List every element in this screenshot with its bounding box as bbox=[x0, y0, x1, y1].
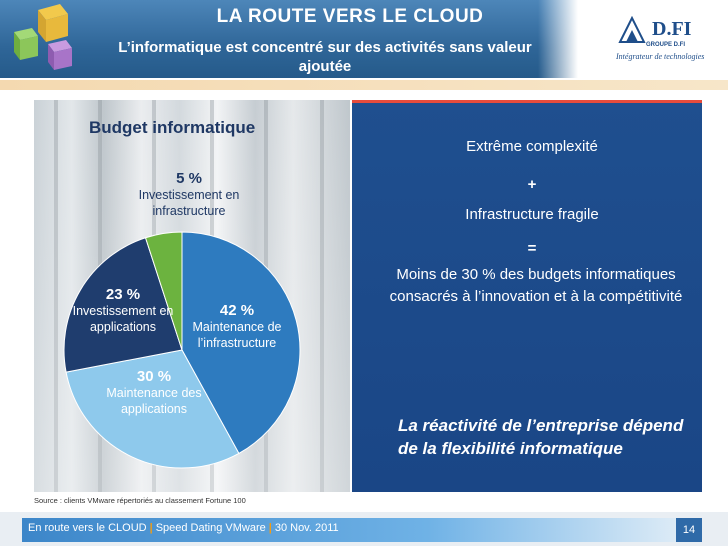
footer-bar bbox=[22, 518, 698, 542]
equals-sign: = bbox=[527, 240, 537, 257]
budget-panel: Budget informatique 5 % Investissement e… bbox=[34, 100, 350, 492]
pie-slice bbox=[63, 237, 183, 373]
footer-separator: | bbox=[268, 522, 272, 534]
complexity-text: Extrême complexité bbox=[466, 138, 598, 155]
plus-sign: + bbox=[527, 176, 537, 193]
header-accent-strip bbox=[0, 80, 728, 90]
slice-desc: Investissement en infrastructure bbox=[138, 188, 240, 218]
footer-separator: | bbox=[149, 522, 153, 534]
slice-pct: 5 % bbox=[176, 170, 202, 187]
server-rack-line bbox=[320, 100, 324, 492]
logo-group: GROUPE D.FI bbox=[646, 42, 686, 48]
cubes-graphic bbox=[14, 4, 72, 70]
logo-name: D.FI bbox=[652, 18, 692, 40]
footer-text: En route vers le CLOUD | Speed Dating VMwa… bbox=[28, 522, 339, 534]
slice-label-maintenance-applications: 30 % Maintenance des applications bbox=[94, 368, 214, 417]
page-number: 14 bbox=[676, 518, 702, 542]
panel-accent-line bbox=[352, 100, 702, 103]
pie-slice bbox=[65, 349, 240, 469]
header-logo-area bbox=[578, 0, 728, 78]
slice-desc: Maintenance des applications bbox=[106, 386, 202, 416]
slice-desc: Investissement en applications bbox=[72, 304, 174, 334]
slice-label-investissement-infrastructure: 5 % Investissement en infrastructure bbox=[124, 170, 254, 219]
slice-label-investissement-applications: 23 % Investissement en applications bbox=[68, 286, 178, 335]
dfi-logo: D.FI GROUPE D.FI Intégrateur de technolo… bbox=[610, 12, 722, 74]
footer-part-2: Speed Dating VMware bbox=[155, 522, 266, 534]
slice-label-maintenance-infrastructure: 42 % Maintenance de l’infrastructure bbox=[182, 302, 292, 351]
pie-slice bbox=[181, 231, 301, 455]
pie-slice bbox=[144, 231, 183, 351]
footer-part-1: En route vers le CLOUD bbox=[28, 522, 147, 534]
fragile-infrastructure-text: Infrastructure fragile bbox=[465, 206, 599, 223]
reactivity-statement: La réactivité de l’entreprise dépend de … bbox=[398, 416, 684, 458]
header-fade bbox=[538, 0, 578, 78]
slice-pct: 42 % bbox=[219, 302, 255, 319]
slice-desc: Maintenance de l’infrastructure bbox=[192, 320, 282, 350]
slice-pct: 30 % bbox=[136, 368, 172, 385]
slice-pct: 23 % bbox=[105, 286, 141, 303]
chart-title: Budget informatique bbox=[89, 118, 256, 137]
budget-conclusion-text: Moins de 30 % des budgets informatiques … bbox=[389, 266, 683, 305]
pie-chart bbox=[63, 231, 301, 469]
server-rack-line bbox=[54, 100, 58, 492]
slide-title: LA ROUTE VERS LE CLOUD bbox=[216, 6, 484, 27]
conclusion-panel: Extrême complexité + Infrastructure frag… bbox=[350, 100, 702, 492]
slide-subtitle: L’informatique est concentré sur des act… bbox=[118, 39, 532, 75]
footer-part-3: 30 Nov. 2011 bbox=[274, 522, 339, 534]
logo-tagline: Intégrateur de technologies bbox=[616, 52, 705, 61]
dfi-logo-mark bbox=[618, 16, 646, 43]
source-note: Source : clients VMware répertoriés au c… bbox=[34, 496, 246, 505]
